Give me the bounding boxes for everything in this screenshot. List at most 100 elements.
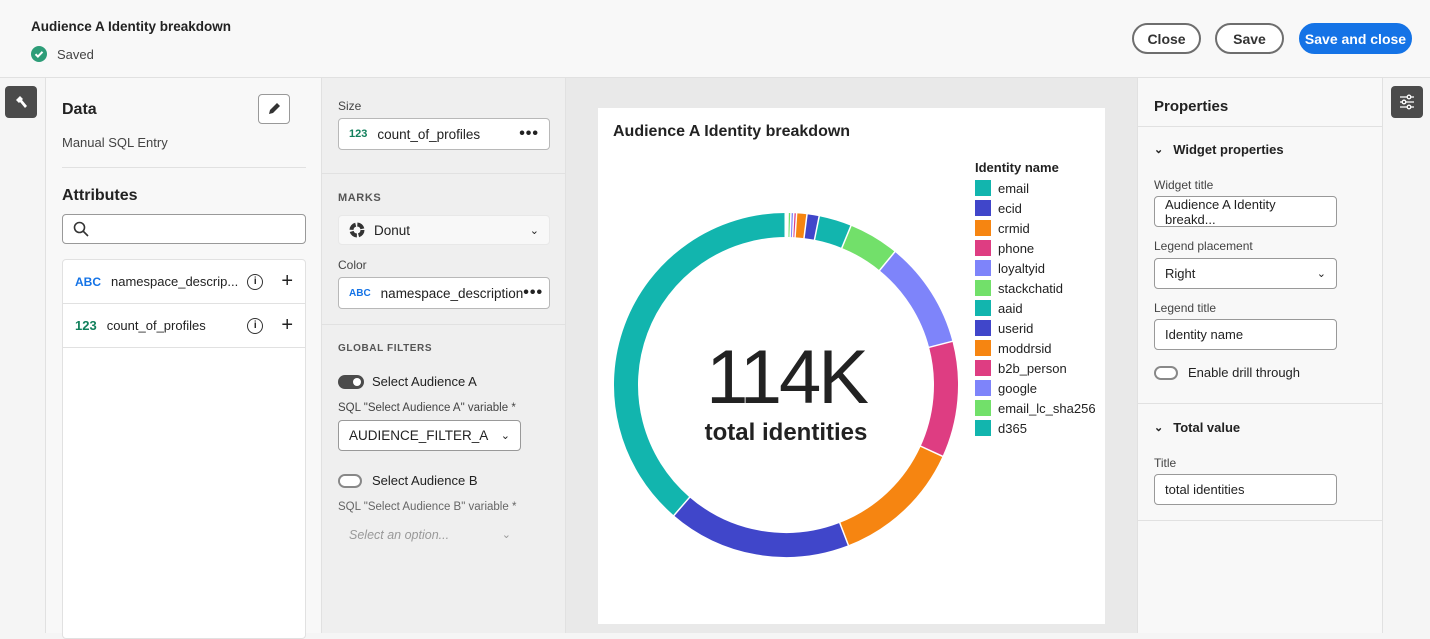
more-icon[interactable]: ••• xyxy=(519,125,539,143)
attribute-name: count_of_profiles xyxy=(107,318,206,333)
filter-a-dropdown[interactable]: AUDIENCE_FILTER_A ⌄ xyxy=(338,420,521,451)
edit-data-button[interactable] xyxy=(258,94,290,124)
type-badge: ABC xyxy=(349,288,371,299)
legend-label: userid xyxy=(998,321,1033,336)
legend-label: d365 xyxy=(998,421,1027,436)
left-rail xyxy=(0,78,46,633)
legend-swatch xyxy=(975,280,991,296)
legend-item[interactable]: email_lc_sha256 xyxy=(975,398,1096,418)
save-button[interactable]: Save xyxy=(1215,23,1284,54)
marks-dropdown[interactable]: Donut ⌄ xyxy=(338,215,550,245)
attribute-search-input[interactable] xyxy=(62,214,306,244)
legend-swatch xyxy=(975,220,991,236)
color-field[interactable]: ABC namespace_description ••• xyxy=(338,277,550,309)
encoding-panel: Size 123 count_of_profiles ••• MARKS Don… xyxy=(322,78,566,633)
type-badge: ABC xyxy=(75,275,101,289)
donut-slice-loyaltyid[interactable] xyxy=(888,262,941,345)
list-item[interactable]: 123 count_of_profiles i + xyxy=(63,304,305,348)
legend-swatch xyxy=(975,360,991,376)
legend-label: aaid xyxy=(998,301,1023,316)
donut-slice-phone[interactable] xyxy=(931,345,946,452)
chevron-down-icon: ⌄ xyxy=(1317,267,1326,280)
legend-placement-dropdown[interactable]: Right ⌄ xyxy=(1154,258,1337,289)
legend-item[interactable]: crmid xyxy=(975,218,1096,238)
legend-swatch xyxy=(975,300,991,316)
legend-title-input[interactable]: Identity name xyxy=(1154,319,1337,350)
chevron-down-icon: ⌄ xyxy=(501,429,510,442)
close-button[interactable]: Close xyxy=(1132,23,1201,54)
chevron-down-icon: ⌄ xyxy=(502,528,511,542)
properties-title: Properties xyxy=(1154,98,1228,115)
type-badge: 123 xyxy=(75,318,97,333)
legend-item[interactable]: email xyxy=(975,178,1096,198)
drill-through-toggle[interactable]: Enable drill through xyxy=(1154,365,1300,380)
legend-item[interactable]: d365 xyxy=(975,418,1096,438)
attribute-list: ABC namespace_descrip... i + 123 count_o… xyxy=(62,259,306,639)
divider xyxy=(62,167,306,168)
add-icon[interactable]: + xyxy=(281,314,293,337)
build-tool-button[interactable] xyxy=(5,86,37,118)
chevron-down-icon: ⌄ xyxy=(1154,143,1163,156)
legend-item[interactable]: ecid xyxy=(975,198,1096,218)
legend-item[interactable]: stackchatid xyxy=(975,278,1096,298)
right-rail xyxy=(1383,78,1430,633)
filter-a-toggle[interactable]: Select Audience A xyxy=(338,374,477,389)
canvas: Audience A Identity breakdown 114K total… xyxy=(566,78,1137,633)
total-title-label: Title xyxy=(1154,456,1176,470)
add-icon[interactable]: + xyxy=(281,270,293,293)
filter-b-toggle[interactable]: Select Audience B xyxy=(338,473,478,488)
input-value: Audience A Identity breakd... xyxy=(1165,197,1326,227)
widget-title-input[interactable]: Audience A Identity breakd... xyxy=(1154,196,1337,227)
marks-value: Donut xyxy=(374,223,410,238)
donut-slice-ecid[interactable] xyxy=(681,506,843,545)
save-and-close-button[interactable]: Save and close xyxy=(1299,23,1412,54)
dropdown-value: Right xyxy=(1165,266,1195,281)
page-title: Audience A Identity breakdown xyxy=(31,19,231,34)
legend-item[interactable]: google xyxy=(975,378,1096,398)
more-icon[interactable]: ••• xyxy=(523,284,543,302)
save-status: Saved xyxy=(31,46,94,62)
legend-item[interactable]: b2b_person xyxy=(975,358,1096,378)
legend-swatch xyxy=(975,340,991,356)
donut-icon xyxy=(349,222,365,238)
properties-toggle-button[interactable] xyxy=(1391,86,1423,118)
filter-a-value: AUDIENCE_FILTER_A xyxy=(349,428,488,443)
legend-item[interactable]: aaid xyxy=(975,298,1096,318)
filter-b-dropdown[interactable]: Select an option... ⌄ xyxy=(349,528,511,542)
toggle-switch[interactable] xyxy=(338,375,364,389)
attributes-heading: Attributes xyxy=(62,187,138,205)
info-icon[interactable]: i xyxy=(247,274,263,290)
legend-item[interactable]: userid xyxy=(975,318,1096,338)
hammer-icon xyxy=(13,94,29,110)
legend-label: email xyxy=(998,181,1029,196)
legend-item[interactable]: loyaltyid xyxy=(975,258,1096,278)
info-icon[interactable]: i xyxy=(247,318,263,334)
total-title-input[interactable]: total identities xyxy=(1154,474,1337,505)
list-item[interactable]: ABC namespace_descrip... i + xyxy=(63,260,305,304)
toggle-switch[interactable] xyxy=(1154,366,1178,380)
section-label: Total value xyxy=(1173,420,1240,435)
donut-slice-crmid[interactable] xyxy=(843,452,931,534)
legend-item[interactable]: moddrsid xyxy=(975,338,1096,358)
widget-properties-section[interactable]: ⌄Widget properties xyxy=(1154,142,1284,157)
size-field[interactable]: 123 count_of_profiles ••• xyxy=(338,118,550,150)
legend-item[interactable]: phone xyxy=(975,238,1096,258)
search-icon xyxy=(73,221,89,237)
divider xyxy=(1138,126,1384,127)
toggle-switch[interactable] xyxy=(338,474,362,488)
filter-a-variable-label: SQL "Select Audience A" variable * xyxy=(338,402,516,414)
required-marker: * xyxy=(512,501,516,513)
legend-label: crmid xyxy=(998,221,1030,236)
filter-b-variable-label: SQL "Select Audience B" variable * xyxy=(338,501,516,513)
filter-a-label: Select Audience A xyxy=(372,374,477,389)
donut-slice-stackchatid[interactable] xyxy=(847,237,888,261)
total-value-section[interactable]: ⌄Total value xyxy=(1154,420,1240,435)
input-value: Identity name xyxy=(1165,327,1243,342)
donut-slice-aaid[interactable] xyxy=(818,228,848,237)
donut-slice-userid[interactable] xyxy=(806,226,817,228)
filter-b-label: Select Audience B xyxy=(372,473,478,488)
legend-swatch xyxy=(975,380,991,396)
legend-swatch xyxy=(975,320,991,336)
header: Audience A Identity breakdown Saved Clos… xyxy=(0,0,1430,78)
